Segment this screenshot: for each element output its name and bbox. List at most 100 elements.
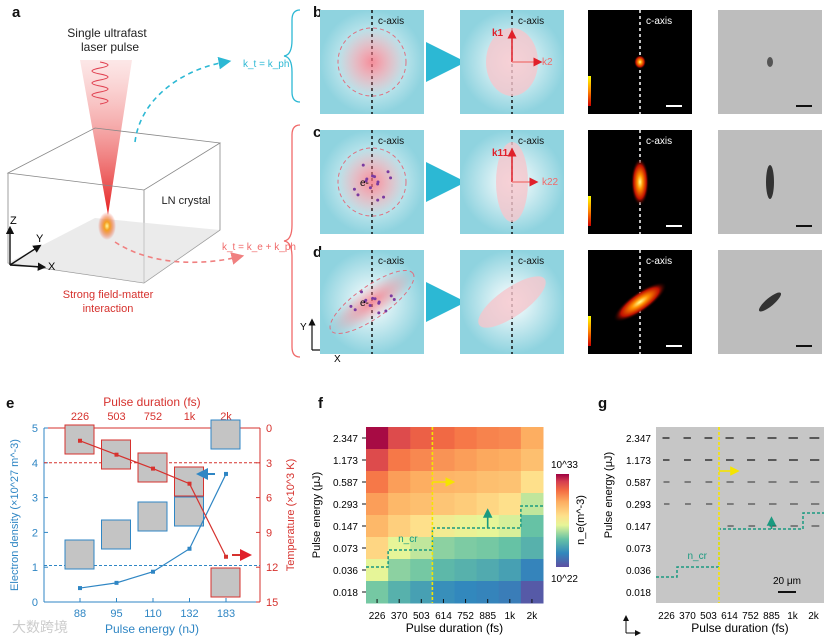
y-tick-label: 5	[32, 423, 38, 435]
panel-f-heatmap: f 2.347 1.173 0.587 0.293 0.147 0.073 0.036 0.0…	[311, 395, 587, 635]
axis-y-label: Y	[36, 233, 44, 245]
y-tick-label: 0.293	[333, 500, 358, 511]
inset-image	[64, 539, 95, 570]
colorbar	[588, 76, 591, 106]
electron-dot	[376, 198, 380, 202]
c-axis-label: c-axis	[646, 256, 672, 267]
panel-label-b: b	[313, 4, 322, 21]
heatmap-cell	[498, 559, 522, 582]
x-tick-label: 614	[435, 611, 452, 622]
heatmap-cell	[366, 559, 389, 582]
heatmap-cell	[410, 427, 433, 450]
pulse-label-line1: Single ultrafast	[67, 26, 147, 40]
cyan-dashed-arrow	[134, 56, 232, 143]
x-tick-label: 503	[413, 611, 430, 622]
image-background	[656, 427, 824, 603]
y-tick-label: 0.036	[626, 566, 651, 577]
top-axis-title: Pulse duration (fs)	[103, 395, 200, 409]
electron-dot	[356, 193, 360, 197]
ncr-label: n_cr	[688, 551, 708, 562]
x-tick-label: 614	[721, 611, 738, 622]
top-tick-label: 226	[71, 411, 89, 423]
heatmap-cell	[498, 581, 522, 604]
heatmap-cell	[476, 493, 500, 516]
electron-dot	[376, 182, 380, 186]
heatmap-cell	[498, 427, 522, 450]
inset-image	[174, 466, 204, 497]
electron-dot	[389, 176, 393, 180]
y-tick-label: 2.347	[333, 434, 358, 445]
electron-density-point	[151, 569, 155, 574]
x-tick-label: 1k	[787, 611, 799, 622]
modification-mark	[758, 292, 782, 312]
electron-label: e-	[360, 298, 369, 309]
laser-beam	[80, 60, 132, 215]
heatmap-cell	[520, 537, 544, 560]
heatmap-cell	[432, 515, 455, 538]
heatmap-cell	[388, 537, 411, 560]
heatmap-cell	[432, 559, 455, 582]
electron-label: e-	[360, 178, 369, 189]
inset-image	[210, 419, 241, 450]
temperature-point	[151, 466, 155, 471]
pink-dashed-arrow	[114, 241, 245, 265]
heatmap-cell	[498, 449, 522, 472]
equation-top: k_t = k_ph	[243, 59, 289, 70]
panel-label-a: a	[12, 4, 21, 21]
heatmap-cell	[388, 559, 411, 582]
electron-dot	[361, 163, 365, 167]
heatmap-cell	[476, 581, 500, 604]
equation-bottom: k_t = k_e + k_ph	[222, 242, 296, 253]
heatmap-cell	[520, 449, 544, 472]
top-tick-label: 1k	[184, 411, 196, 423]
top-tick-label: 503	[107, 411, 125, 423]
heatmap-cell	[476, 471, 500, 494]
cyan-brace	[283, 9, 301, 103]
heatmap-cell	[476, 427, 500, 450]
x-tick-label: 885	[763, 611, 780, 622]
pulse-wave-icon	[91, 61, 109, 105]
heatmap-cell	[410, 537, 433, 560]
heatmap-cell	[454, 581, 478, 604]
y-axis-arrow	[9, 244, 42, 266]
c-axis-label: c-axis	[518, 256, 544, 267]
x-axis-title: Pulse duration (fs)	[406, 621, 503, 635]
inset-image	[101, 519, 131, 550]
panel-label-f: f	[318, 395, 324, 412]
y-tick-label: 1.173	[626, 456, 651, 467]
x-tick-label: 503	[700, 611, 717, 622]
c-axis-label: c-axis	[646, 136, 672, 147]
heatmap-cell	[366, 493, 389, 516]
heatmap-cell	[410, 493, 433, 516]
axis-x-label: X	[48, 261, 56, 273]
c-axis-label: c-axis	[646, 16, 672, 27]
panels-bcd: b c d Y X c-axis c-axis k1 k2 c-axis c-axis e-…	[300, 4, 822, 365]
ncr-label: n_cr	[398, 534, 418, 545]
x-tick-label: 885	[479, 611, 496, 622]
heatmap-cell	[410, 471, 433, 494]
modification-mark	[766, 165, 774, 199]
x-tick-label: 183	[217, 608, 235, 620]
axis-y-label: Y	[300, 322, 307, 333]
heatmap-cell	[454, 493, 478, 516]
y-tick-label: 0	[32, 597, 38, 609]
modification-mark	[767, 57, 773, 67]
y2-tick-label: 6	[266, 493, 272, 505]
y-tick-label: 0.073	[333, 544, 358, 555]
y-tick-label: 0.587	[333, 478, 358, 489]
thermal-spot	[634, 55, 646, 69]
x-tick-label: 95	[110, 608, 122, 620]
heatmap-cell	[410, 581, 433, 604]
x-tick-label: 1k	[505, 611, 517, 622]
heatmap-cell	[520, 471, 544, 494]
k-vertical-label: k1	[492, 28, 504, 39]
heatmap-cell	[366, 581, 389, 604]
colorbar-min-label: 10^22	[551, 574, 578, 585]
y-axis-title: Pulse energy (μJ)	[603, 452, 615, 538]
excitation-region	[337, 27, 407, 97]
x-tick-label: 226	[658, 611, 675, 622]
electron-dot	[365, 177, 369, 181]
axis-x-label: X	[334, 354, 341, 365]
c-axis-label: c-axis	[518, 136, 544, 147]
